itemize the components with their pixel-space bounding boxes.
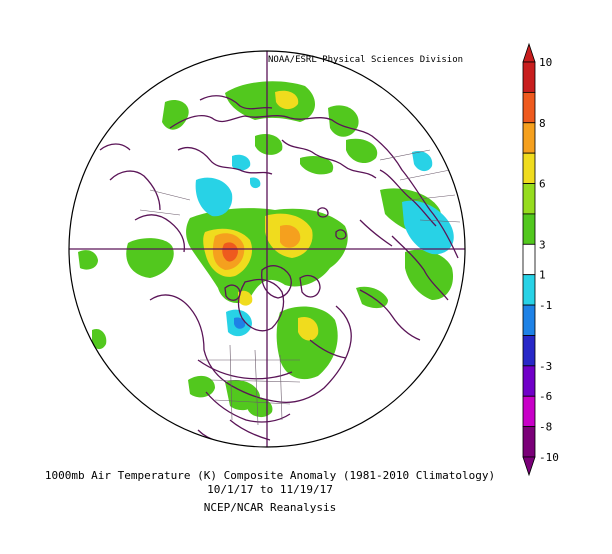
colorbar-tick-label: 3 [539,238,546,251]
colorbar-segment [522,243,536,276]
colorbar-segment [522,335,536,367]
political-boundaries [139,149,461,426]
colorbar-segment [522,365,536,397]
colorbar-segment [522,61,536,93]
colorbar-segment [522,304,536,336]
colorbar: 10 8 6 3 1 -1 -3 -6 -8 -10 [522,42,559,477]
colorbar-segment [522,395,536,428]
graticule [69,51,465,447]
coastlines [99,95,459,443]
caption-title: 1000mb Air Temperature (K) Composite Ano… [44,469,496,482]
credit-text: NOAA/ESRL Physical Sciences Division [268,55,464,65]
caption-dates: 10/1/17 to 11/19/17 [207,483,333,496]
colorbar-segment [522,183,536,215]
colorbar-segment [522,122,536,154]
colorbar-tick-label: -8 [539,421,552,434]
colorbar-tick-label: 8 [539,117,546,130]
colorbar-tick-label: -1 [539,299,552,312]
colorbar-segment [522,274,536,306]
colorbar-segment [522,152,536,184]
colorbar-tick-label: -6 [539,390,552,403]
colorbar-segment [522,91,536,124]
colorbar-tick-label: 10 [539,56,552,69]
colorbar-segment [522,426,536,458]
colorbar-tick-label: 6 [539,178,546,191]
colorbar-tick-label: -3 [539,360,552,373]
colorbar-segment [522,213,536,245]
caption-source: NCEP/NCAR Reanalysis [203,501,337,514]
globe-outline [68,50,466,448]
colorbar-top-arrow [522,42,536,63]
colorbar-bottom-arrow [522,456,536,477]
colorbar-tick-label: 1 [539,269,546,282]
colorbar-tick-label: -10 [539,451,559,464]
